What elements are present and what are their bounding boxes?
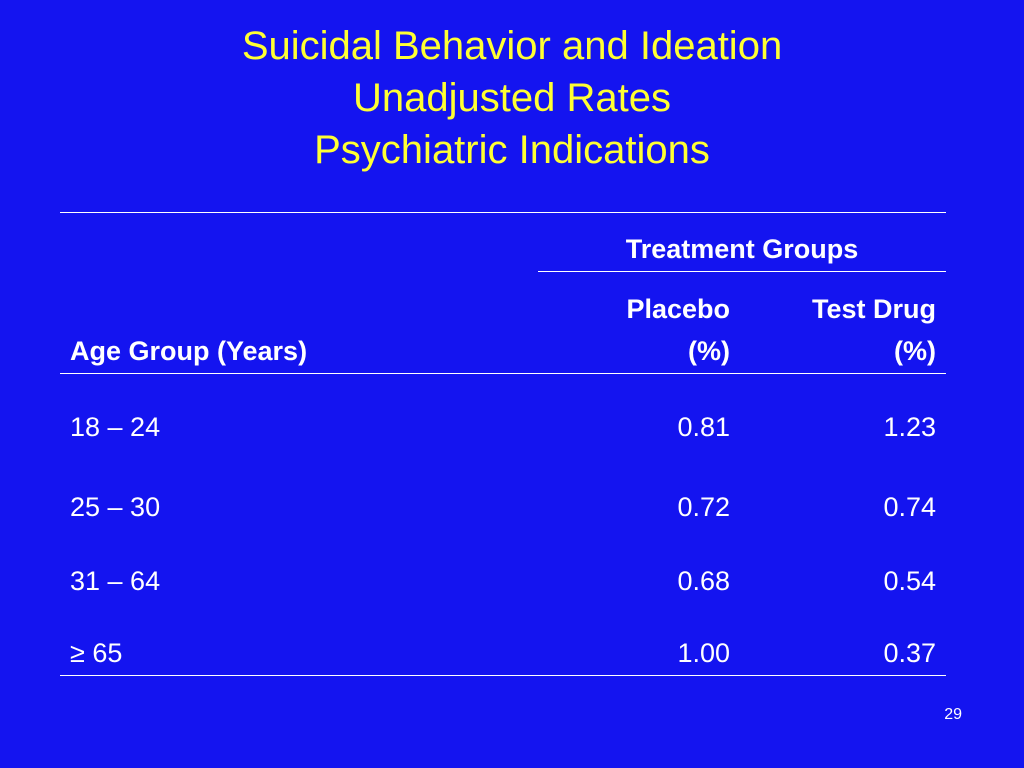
table-row-drug: 0.74 (883, 492, 936, 522)
table-row-placebo: 1.00 (677, 638, 730, 668)
drug-header-line-1: Test Drug (811, 294, 936, 324)
table-row-placebo: 0.68 (677, 566, 730, 596)
table-top-rule (60, 212, 946, 213)
placebo-header-line-1: Placebo (626, 294, 730, 324)
title-line-1: Suicidal Behavior and Ideation (241, 24, 783, 68)
group-header-rule (538, 271, 946, 272)
treatment-groups-header: Treatment Groups (625, 234, 859, 264)
table-row-placebo: 0.81 (677, 412, 730, 442)
table-row-drug: 0.54 (883, 566, 936, 596)
age-group-header: Age Group (Years) (70, 336, 308, 366)
table-row-age: 31 – 64 (70, 566, 161, 596)
placebo-header-line-2: (%) (688, 336, 730, 366)
table-row-age: 25 – 30 (70, 492, 161, 522)
slide-title: Suicidal Behavior and Ideation Unadjuste… (0, 20, 1024, 176)
table-bottom-rule (60, 675, 946, 676)
table-row-drug: 0.37 (883, 638, 936, 668)
table-row-age: ≥ 65 (70, 638, 123, 668)
table-row-drug: 1.23 (883, 412, 936, 442)
table-row-age: 18 – 24 (70, 412, 161, 442)
table-row-placebo: 0.72 (677, 492, 730, 522)
header-bottom-rule (60, 373, 946, 374)
title-line-2: Unadjusted Rates (353, 76, 671, 120)
page-number: 29 (944, 706, 962, 723)
drug-header-line-2: (%) (894, 336, 936, 366)
title-line-3: Psychiatric Indications (314, 128, 710, 172)
